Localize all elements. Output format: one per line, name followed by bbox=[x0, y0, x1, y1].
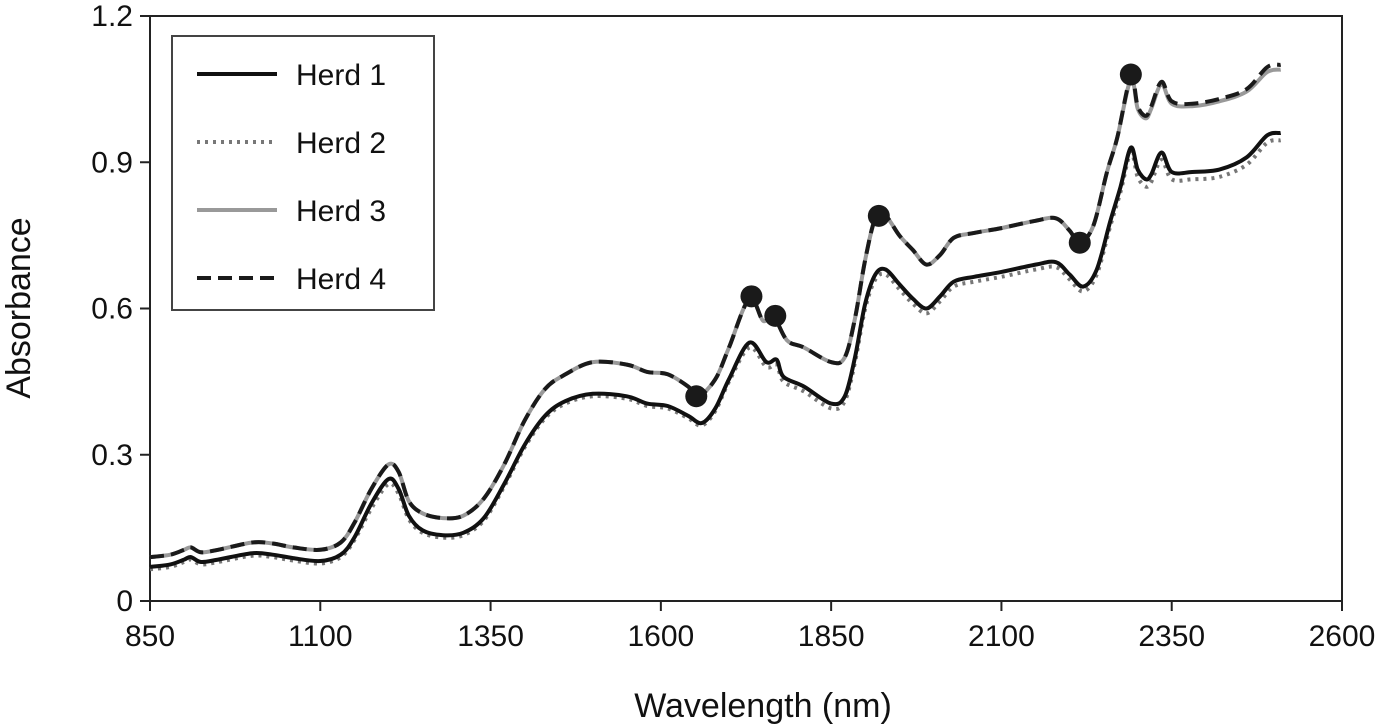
x-tick-label: 2600 bbox=[1309, 620, 1376, 653]
peak-marker bbox=[740, 285, 763, 308]
x-tick-label: 1600 bbox=[627, 620, 694, 653]
marker-layer bbox=[685, 63, 1142, 408]
legend-label-herd-2: Herd 2 bbox=[296, 127, 386, 160]
legend-label-herd-4: Herd 4 bbox=[296, 263, 386, 296]
y-tick-label: 0 bbox=[116, 585, 133, 618]
peak-marker bbox=[685, 385, 708, 408]
x-tick-label: 2350 bbox=[1138, 620, 1205, 653]
axis-layer: 850 1100 1350 1600 1850 2100 2350 2600 0 0.3 0.6 0.… bbox=[91, 0, 1375, 653]
y-tick-label: 0.6 bbox=[91, 293, 133, 326]
legend: Herd 1 Herd 2 Herd 3 Herd 4 bbox=[171, 35, 435, 311]
x-tick-label: 1850 bbox=[798, 620, 865, 653]
y-axis-title: Absorbance bbox=[0, 217, 38, 398]
legend-label-herd-3: Herd 3 bbox=[296, 195, 386, 228]
legend-label-herd-1: Herd 1 bbox=[296, 59, 386, 92]
x-tick-label: 850 bbox=[125, 620, 175, 653]
peak-marker bbox=[867, 204, 890, 227]
y-tick-label: 0.3 bbox=[91, 439, 133, 472]
y-tick-label: 0.9 bbox=[91, 146, 133, 179]
series-line-herd-1 bbox=[149, 130, 1282, 569]
peak-marker bbox=[1068, 231, 1091, 254]
peak-marker bbox=[1119, 63, 1142, 86]
y-tick-label: 1.2 bbox=[91, 0, 133, 33]
peak-marker bbox=[764, 304, 787, 327]
legend-box bbox=[171, 35, 435, 311]
x-axis-title: Wavelength (nm) bbox=[634, 687, 892, 725]
x-tick-label: 1350 bbox=[457, 620, 524, 653]
x-tick-label: 2100 bbox=[968, 620, 1035, 653]
x-tick-label: 1100 bbox=[288, 620, 353, 653]
